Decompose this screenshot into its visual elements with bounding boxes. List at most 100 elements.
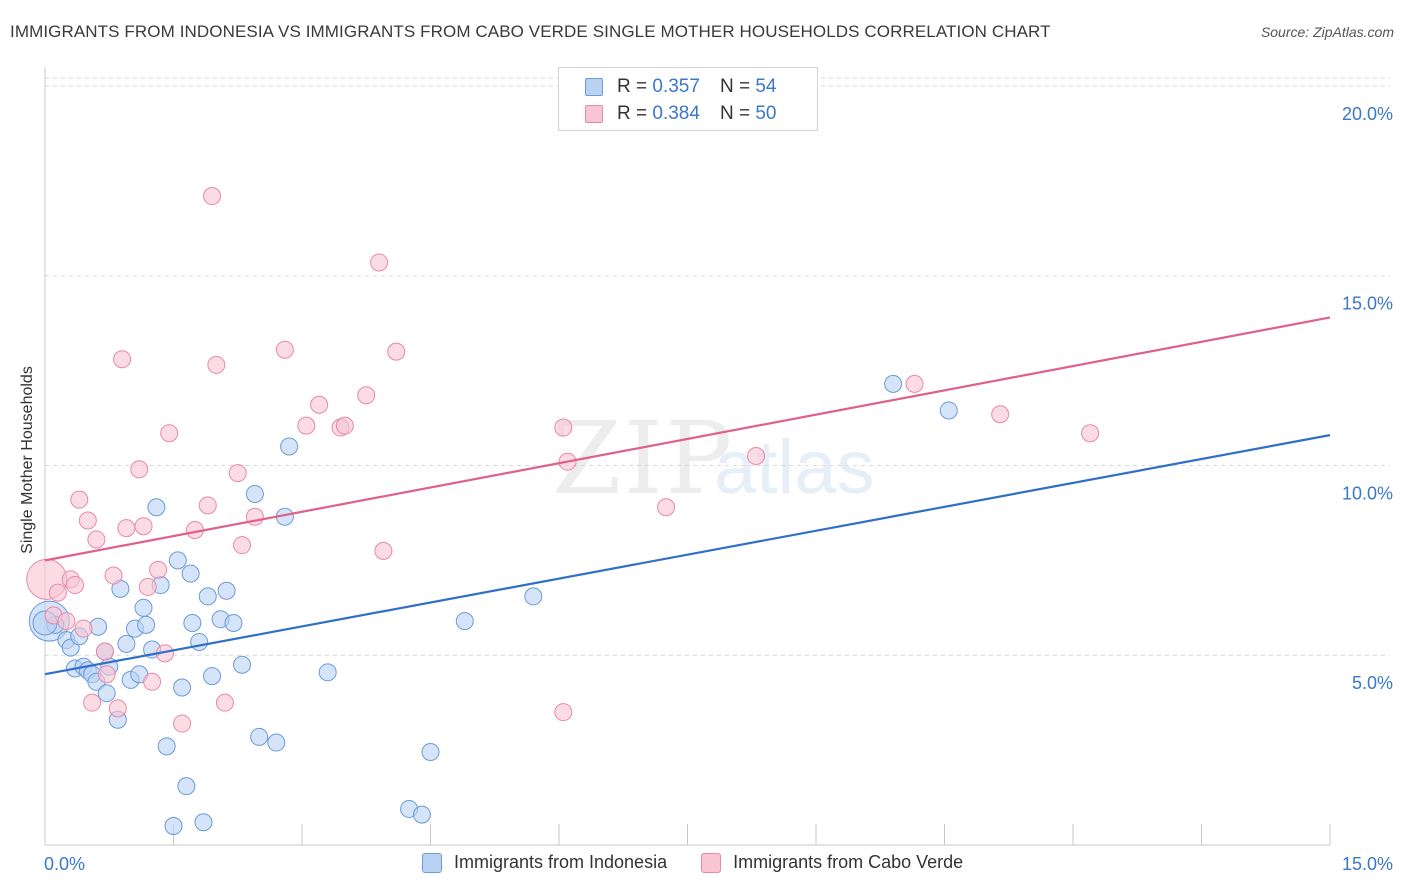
point-cabo-verde[interactable] — [104, 566, 123, 585]
legend-r-label: R = — [617, 76, 648, 97]
point-cabo-verde[interactable] — [335, 416, 354, 435]
point-cabo-verde[interactable] — [70, 490, 89, 509]
point-indonesia[interactable] — [134, 598, 153, 617]
legend-r-label: R = — [617, 103, 648, 124]
point-cabo-verde[interactable] — [1081, 424, 1100, 443]
point-cabo-verde[interactable] — [143, 672, 162, 691]
point-cabo-verde[interactable] — [134, 517, 153, 536]
point-cabo-verde[interactable] — [173, 714, 192, 733]
point-indonesia[interactable] — [190, 632, 209, 651]
point-cabo-verde[interactable] — [83, 693, 102, 712]
series-legend-label: Immigrants from Indonesia — [454, 852, 668, 872]
point-indonesia[interactable] — [267, 733, 286, 752]
point-cabo-verde[interactable] — [275, 340, 294, 359]
point-indonesia[interactable] — [183, 613, 202, 632]
point-indonesia[interactable] — [233, 655, 252, 674]
point-indonesia[interactable] — [168, 551, 187, 570]
point-cabo-verde[interactable] — [207, 355, 226, 374]
legend-r-value: 0.357 — [652, 76, 700, 97]
series-legend: Immigrants from Indonesia Immigrants fro… — [422, 852, 997, 873]
point-indonesia[interactable] — [198, 587, 217, 606]
point-cabo-verde[interactable] — [215, 693, 234, 712]
point-cabo-verde[interactable] — [95, 642, 114, 661]
point-cabo-verde[interactable] — [297, 416, 316, 435]
series-legend-item-cabo-verde[interactable]: Immigrants from Cabo Verde — [701, 852, 963, 873]
point-indonesia[interactable] — [318, 663, 337, 682]
series-legend-item-indonesia[interactable]: Immigrants from Indonesia — [422, 852, 667, 873]
legend-r-value: 0.384 — [652, 103, 700, 124]
y-tick-label: 10.0% — [1342, 483, 1393, 503]
legend-n-label: N = — [719, 103, 751, 124]
legend-n-value: 54 — [755, 76, 777, 97]
point-cabo-verde[interactable] — [113, 350, 132, 369]
point-cabo-verde[interactable] — [198, 496, 217, 515]
point-cabo-verde[interactable] — [554, 703, 573, 722]
legend-swatch-indonesia — [585, 78, 603, 96]
stats-legend: R = 0.357 N = 54 R = 0.384 N = 50 — [558, 67, 818, 131]
point-cabo-verde[interactable] — [87, 530, 106, 549]
point-indonesia[interactable] — [245, 484, 264, 503]
point-cabo-verde[interactable] — [130, 460, 149, 479]
y-tick-label: 20.0% — [1342, 104, 1393, 124]
point-cabo-verde[interactable] — [554, 418, 573, 437]
legend-row-cabo-verde: R = 0.384 N = 50 — [585, 101, 776, 127]
legend-swatch-cabo-verde — [585, 105, 603, 123]
point-cabo-verde[interactable] — [357, 386, 376, 405]
point-cabo-verde[interactable] — [310, 395, 329, 414]
point-cabo-verde[interactable] — [48, 583, 67, 602]
point-indonesia[interactable] — [524, 587, 543, 606]
point-cabo-verde[interactable] — [160, 424, 179, 443]
point-indonesia[interactable] — [250, 727, 269, 746]
point-cabo-verde[interactable] — [228, 464, 247, 483]
source-credit: Source: ZipAtlas.com — [1260, 24, 1394, 40]
point-indonesia[interactable] — [157, 737, 176, 756]
chart-title: IMMIGRANTS FROM INDONESIA VS IMMIGRANTS … — [10, 22, 1051, 41]
point-cabo-verde[interactable] — [203, 187, 222, 206]
legend-n-value: 50 — [755, 103, 777, 124]
y-tick-label: 15.0% — [1342, 294, 1393, 314]
point-indonesia[interactable] — [173, 678, 192, 697]
point-cabo-verde[interactable] — [57, 612, 76, 631]
point-cabo-verde[interactable] — [747, 447, 766, 465]
point-cabo-verde[interactable] — [74, 619, 93, 638]
point-cabo-verde[interactable] — [905, 374, 924, 393]
point-indonesia[interactable] — [884, 374, 903, 393]
point-cabo-verde[interactable] — [97, 665, 116, 684]
point-cabo-verde[interactable] — [65, 576, 84, 595]
point-cabo-verde[interactable] — [374, 541, 393, 560]
point-indonesia[interactable] — [939, 401, 958, 420]
trend-line-cabo-verde — [44, 316, 1331, 562]
point-cabo-verde[interactable] — [370, 253, 389, 272]
point-cabo-verde[interactable] — [78, 511, 97, 530]
point-indonesia[interactable] — [164, 817, 183, 836]
point-indonesia[interactable] — [181, 564, 200, 583]
point-indonesia[interactable] — [224, 613, 243, 632]
point-cabo-verde[interactable] — [657, 498, 676, 517]
y-tick-label: 5.0% — [1352, 673, 1393, 693]
point-indonesia[interactable] — [147, 498, 166, 517]
point-indonesia[interactable] — [412, 805, 431, 824]
point-indonesia[interactable] — [455, 612, 474, 631]
watermark-atlas: atlas — [714, 425, 875, 510]
point-cabo-verde[interactable] — [138, 577, 157, 596]
point-indonesia[interactable] — [117, 634, 136, 653]
point-indonesia[interactable] — [177, 777, 196, 796]
point-indonesia[interactable] — [137, 615, 156, 634]
point-cabo-verde[interactable] — [387, 342, 406, 361]
point-cabo-verde[interactable] — [117, 519, 136, 538]
point-cabo-verde[interactable] — [233, 536, 252, 555]
legend-row-indonesia: R = 0.357 N = 54 — [585, 74, 776, 100]
point-cabo-verde[interactable] — [108, 699, 127, 718]
series-legend-label: Immigrants from Cabo Verde — [733, 852, 964, 872]
point-cabo-verde[interactable] — [991, 405, 1010, 424]
point-cabo-verde[interactable] — [149, 560, 168, 579]
point-indonesia[interactable] — [97, 684, 116, 703]
point-indonesia[interactable] — [203, 667, 222, 686]
point-indonesia[interactable] — [217, 581, 236, 600]
legend-n-label: N = — [719, 76, 751, 97]
point-indonesia[interactable] — [421, 743, 440, 762]
x-tick-label: 0.0% — [44, 854, 85, 874]
point-indonesia[interactable] — [280, 437, 299, 456]
point-indonesia[interactable] — [194, 813, 213, 832]
